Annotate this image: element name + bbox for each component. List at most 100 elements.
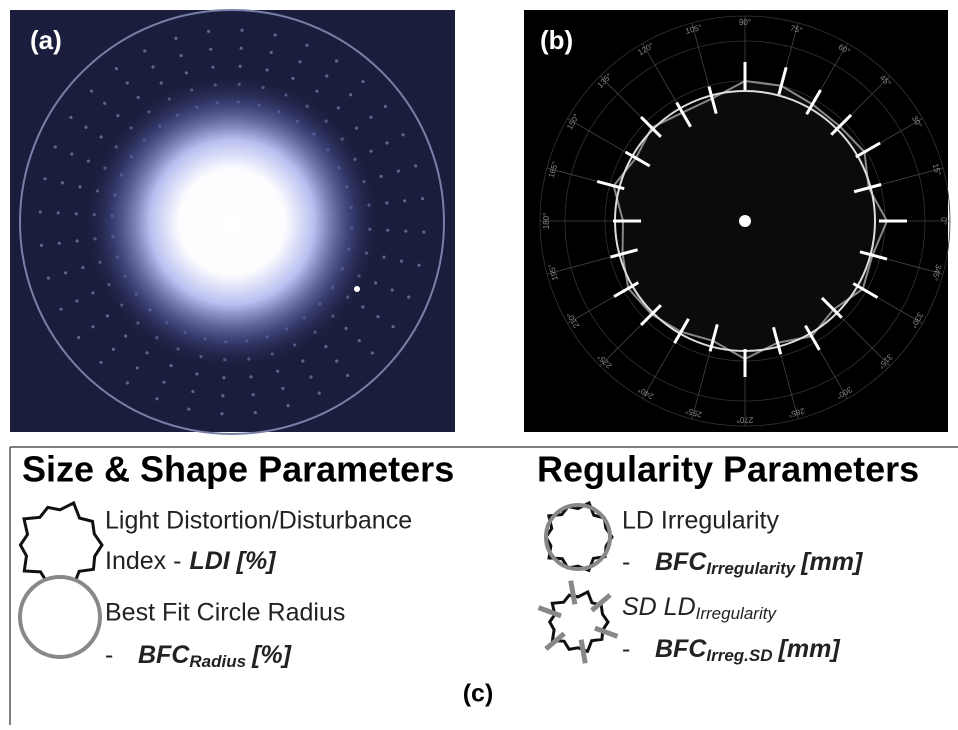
ray-dot bbox=[124, 334, 127, 337]
ray-dot bbox=[325, 74, 328, 77]
ray-dot bbox=[324, 345, 327, 348]
ray-dot bbox=[64, 271, 67, 274]
ray-dot bbox=[369, 150, 372, 153]
bfc-icon bbox=[20, 577, 100, 657]
subscript: Irregularity bbox=[696, 604, 778, 623]
ray-dot bbox=[191, 390, 194, 393]
ray-dot bbox=[91, 325, 94, 328]
ray-dot bbox=[59, 308, 62, 311]
ray-dot bbox=[380, 175, 383, 178]
angle-label: 0° bbox=[939, 217, 948, 225]
ray-dot bbox=[401, 133, 404, 136]
ray-dot bbox=[221, 394, 224, 397]
ray-dot bbox=[209, 48, 212, 51]
ray-dot bbox=[315, 90, 318, 93]
ray-dot bbox=[421, 197, 424, 200]
ray-dot bbox=[180, 54, 183, 57]
angle-label: 180° bbox=[542, 213, 551, 230]
item-text: Best Fit Circle Radius bbox=[105, 599, 345, 627]
ray-dot bbox=[211, 66, 214, 69]
ray-dot bbox=[337, 106, 340, 109]
ray-dot bbox=[385, 201, 388, 204]
ray-dot bbox=[61, 181, 64, 184]
item-text: -BFCIrreg.SD[mm] bbox=[622, 635, 841, 666]
ray-dot bbox=[309, 375, 312, 378]
ray-dot bbox=[361, 305, 364, 308]
ray-dot bbox=[384, 105, 387, 108]
ray-dot bbox=[374, 281, 377, 284]
angle-label: 90° bbox=[739, 18, 751, 27]
ray-dot bbox=[81, 266, 84, 269]
ray-dot bbox=[318, 391, 321, 394]
ray-dot bbox=[54, 145, 57, 148]
ray-dot bbox=[386, 229, 389, 232]
ray-dot bbox=[77, 336, 80, 339]
ray-dot bbox=[274, 33, 277, 36]
page: {"panels": { "a": {"label": "(a)"}, "b":… bbox=[0, 0, 958, 730]
ray-dot bbox=[75, 212, 78, 215]
polar-plot: 0°15°30°45°60°75°90°105°120°135°150°165°… bbox=[540, 16, 950, 426]
ray-dot bbox=[344, 327, 347, 330]
ray-dot bbox=[162, 381, 165, 384]
ray-dot bbox=[84, 126, 87, 129]
item-text: LD Irregularity bbox=[622, 507, 779, 535]
body: (a) 0°15°30°45°60°75°90°105°120°135°150°… bbox=[0, 0, 958, 730]
ray-dot bbox=[40, 244, 43, 247]
ray-dot bbox=[281, 387, 284, 390]
ray-dot bbox=[422, 230, 425, 233]
ray-dot bbox=[355, 127, 358, 130]
section-title: Size & Shape Parameters bbox=[22, 449, 454, 490]
item-text: SD LD bbox=[622, 593, 696, 621]
ray-dot bbox=[222, 376, 225, 379]
ray-dot bbox=[385, 141, 388, 144]
ray-dot bbox=[78, 185, 81, 188]
item-text: SD LDIrregularity bbox=[622, 593, 777, 624]
ray-dot bbox=[298, 60, 301, 63]
ray-dot bbox=[207, 30, 210, 33]
ray-dot bbox=[145, 351, 148, 354]
figure: (a) 0°15°30°45°60°75°90°105°120°135°150°… bbox=[0, 0, 958, 725]
panel-label: (a) bbox=[30, 25, 62, 55]
ray-dot bbox=[90, 89, 93, 92]
subscript: Radius bbox=[189, 652, 246, 671]
ray-dot bbox=[254, 411, 257, 414]
angle-label: 270° bbox=[737, 415, 754, 424]
ray-dot bbox=[103, 102, 106, 105]
ray-dot bbox=[382, 255, 385, 258]
ray-dot bbox=[185, 71, 188, 74]
ray-dot bbox=[100, 135, 103, 138]
ray-dot bbox=[349, 93, 352, 96]
ray-dot bbox=[249, 375, 252, 378]
sd-icon bbox=[550, 592, 608, 651]
ray-dot bbox=[126, 81, 129, 84]
ray-dot bbox=[407, 295, 410, 298]
ray-dot bbox=[265, 68, 268, 71]
ray-dot bbox=[301, 359, 304, 362]
panel-label: (b) bbox=[540, 25, 573, 55]
ray-dot bbox=[335, 359, 338, 362]
item-text: Light Distortion/Disturbance bbox=[105, 507, 412, 535]
ray-dot bbox=[87, 159, 90, 162]
ray-dot bbox=[106, 314, 109, 317]
unit: [%] bbox=[251, 641, 293, 669]
item-text: -BFCRadius[%] bbox=[105, 641, 293, 672]
item-text: Index -LDI [%] bbox=[105, 547, 277, 575]
ray-dot bbox=[305, 44, 308, 47]
symbol: BFC bbox=[138, 641, 190, 669]
ray-dot bbox=[358, 339, 361, 342]
center bbox=[739, 215, 751, 227]
ray-dot bbox=[126, 381, 129, 384]
ray-dot bbox=[252, 393, 255, 396]
ray-dot bbox=[276, 370, 279, 373]
dash: - bbox=[622, 635, 630, 663]
dot bbox=[354, 286, 360, 292]
item-text: -BFCIrregularity[mm] bbox=[622, 548, 864, 579]
ray-dot bbox=[220, 412, 223, 415]
unit: [mm] bbox=[778, 635, 842, 663]
ray-dot bbox=[70, 152, 73, 155]
ray-dot bbox=[417, 264, 420, 267]
unit: [mm] bbox=[800, 548, 864, 576]
ray-dot bbox=[335, 59, 338, 62]
ray-dot bbox=[371, 351, 374, 354]
ray-dot bbox=[195, 372, 198, 375]
